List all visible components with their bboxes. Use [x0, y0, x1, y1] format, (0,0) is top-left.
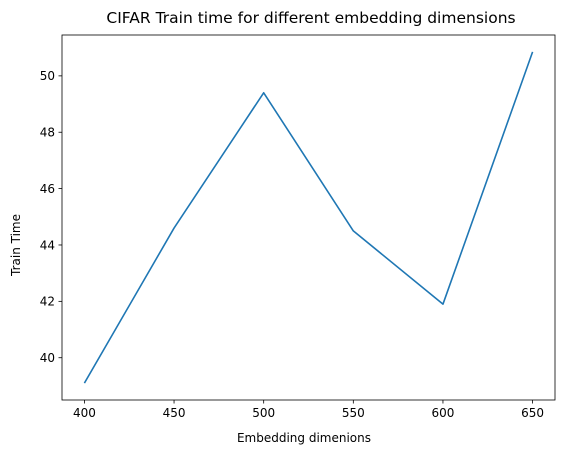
- x-tick-label: 550: [342, 406, 365, 420]
- x-axis-ticks: 400 450 500 550 600 650: [73, 400, 544, 420]
- series-line-0: [83, 51, 534, 384]
- y-tick-label: 48: [40, 126, 55, 140]
- plot-area: [61, 34, 556, 401]
- y-tick-label: 44: [40, 238, 55, 252]
- chart-title: CIFAR Train time for different embedding…: [106, 9, 515, 27]
- x-axis-label: Embedding dimenions: [237, 431, 371, 445]
- x-tick-label: 650: [521, 406, 544, 420]
- x-tick-label: 400: [73, 406, 96, 420]
- x-tick-label: 500: [252, 406, 275, 420]
- y-tick-label: 42: [40, 295, 55, 309]
- x-tick-label: 450: [163, 406, 186, 420]
- y-axis-ticks: 40 42 44 46 48 50: [40, 69, 62, 365]
- x-tick-label: 600: [432, 406, 455, 420]
- y-axis-label: Train Time: [9, 214, 23, 277]
- plot-frame: [61, 34, 556, 401]
- y-tick-label: 46: [40, 182, 55, 196]
- y-tick-label: 50: [40, 69, 55, 83]
- y-tick-label: 40: [40, 351, 55, 365]
